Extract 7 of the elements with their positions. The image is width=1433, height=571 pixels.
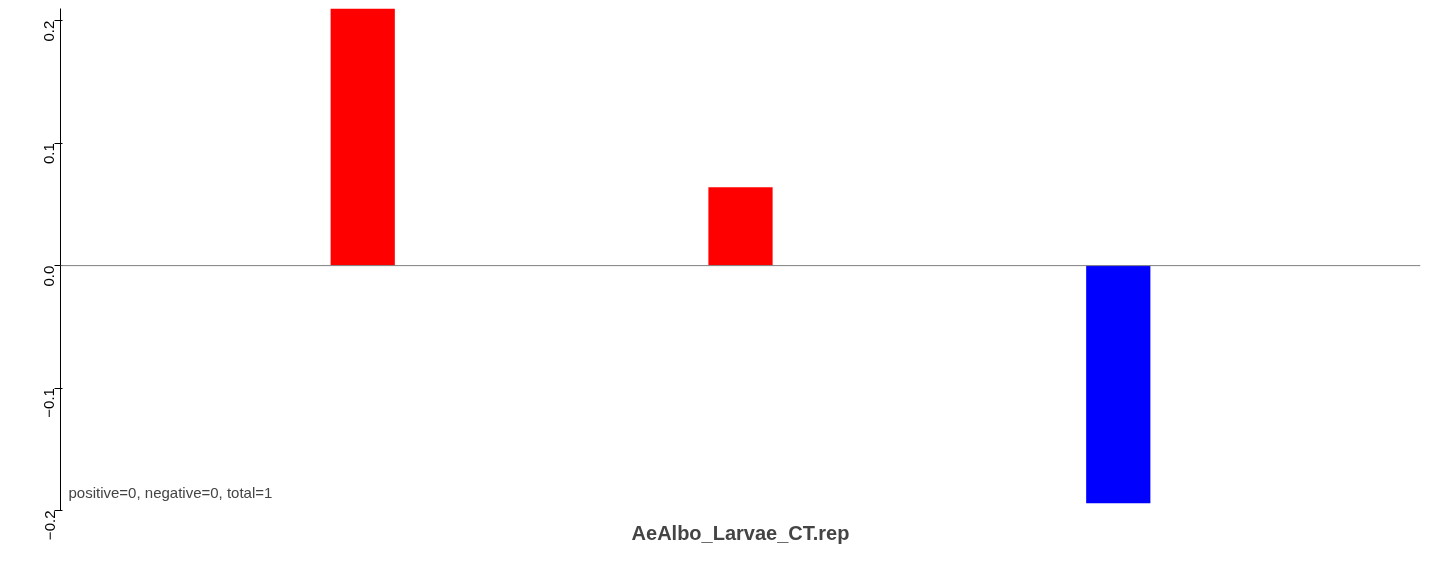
- y-tick-label: 0.1: [40, 143, 58, 165]
- y-tick-label: −0.1: [40, 388, 58, 418]
- x-axis-title: AeAlbo_Larvae_CT.rep: [631, 521, 850, 544]
- annotation: positive=0, negative=0, total=1: [68, 483, 273, 501]
- y-tick-label: 0.2: [40, 20, 58, 42]
- y-tick-label: 0.0: [40, 265, 58, 287]
- y-tick-label: −0.2: [40, 510, 58, 541]
